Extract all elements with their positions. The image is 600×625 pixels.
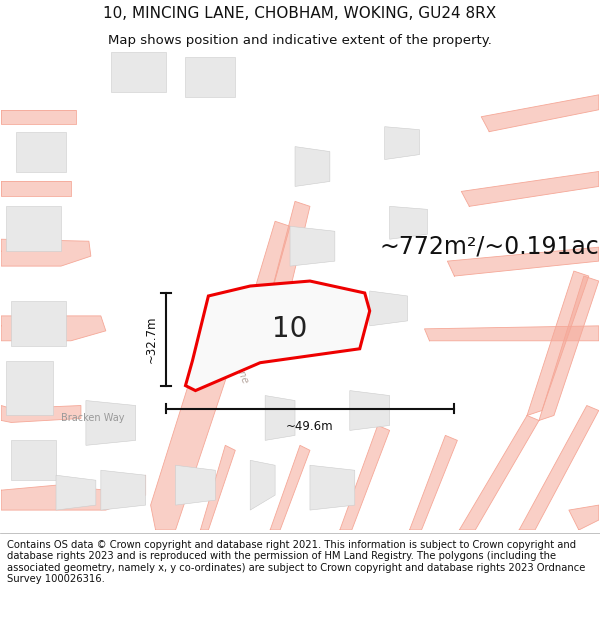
Text: 10, MINCING LANE, CHOBHAM, WOKING, GU24 8RX: 10, MINCING LANE, CHOBHAM, WOKING, GU24 … <box>103 6 497 21</box>
Text: Contains OS data © Crown copyright and database right 2021. This information is : Contains OS data © Crown copyright and d… <box>7 539 586 584</box>
Polygon shape <box>350 391 389 431</box>
Text: Bracken Way: Bracken Way <box>61 414 125 424</box>
Polygon shape <box>539 276 599 421</box>
Polygon shape <box>290 226 335 266</box>
Text: 10: 10 <box>272 315 308 343</box>
Polygon shape <box>1 110 76 124</box>
Polygon shape <box>1 181 71 196</box>
Polygon shape <box>310 465 355 510</box>
Polygon shape <box>245 221 290 321</box>
Polygon shape <box>340 426 389 530</box>
Text: Map shows position and indicative extent of the property.: Map shows position and indicative extent… <box>108 34 492 47</box>
Polygon shape <box>86 401 136 446</box>
Polygon shape <box>11 441 56 480</box>
Polygon shape <box>389 206 427 239</box>
Polygon shape <box>424 326 599 341</box>
Polygon shape <box>481 95 599 132</box>
Text: ~32.7m: ~32.7m <box>145 316 158 363</box>
Polygon shape <box>385 127 419 159</box>
Polygon shape <box>448 247 599 276</box>
Polygon shape <box>265 396 295 441</box>
Text: ~772m²/~0.191ac.: ~772m²/~0.191ac. <box>380 234 600 258</box>
Polygon shape <box>185 57 235 97</box>
Polygon shape <box>460 416 539 530</box>
Polygon shape <box>185 281 370 391</box>
Polygon shape <box>295 147 330 186</box>
Polygon shape <box>200 446 235 530</box>
Polygon shape <box>1 239 91 266</box>
Polygon shape <box>101 470 146 510</box>
Polygon shape <box>151 296 245 530</box>
Polygon shape <box>250 460 275 510</box>
Polygon shape <box>569 505 599 530</box>
Polygon shape <box>270 446 310 530</box>
Polygon shape <box>1 475 146 510</box>
Polygon shape <box>16 132 66 171</box>
Polygon shape <box>370 291 407 326</box>
Polygon shape <box>265 201 310 316</box>
Polygon shape <box>1 316 106 341</box>
Polygon shape <box>6 361 53 416</box>
Polygon shape <box>6 206 61 251</box>
Polygon shape <box>527 271 589 416</box>
Polygon shape <box>1 406 81 422</box>
Polygon shape <box>290 316 330 356</box>
Polygon shape <box>56 475 96 510</box>
Text: Mincing Lane: Mincing Lane <box>215 317 250 384</box>
Polygon shape <box>519 406 599 530</box>
Polygon shape <box>111 52 166 92</box>
Polygon shape <box>461 171 599 206</box>
Polygon shape <box>176 465 215 505</box>
Text: ~49.6m: ~49.6m <box>286 420 334 433</box>
Polygon shape <box>11 301 66 346</box>
Polygon shape <box>410 436 457 530</box>
